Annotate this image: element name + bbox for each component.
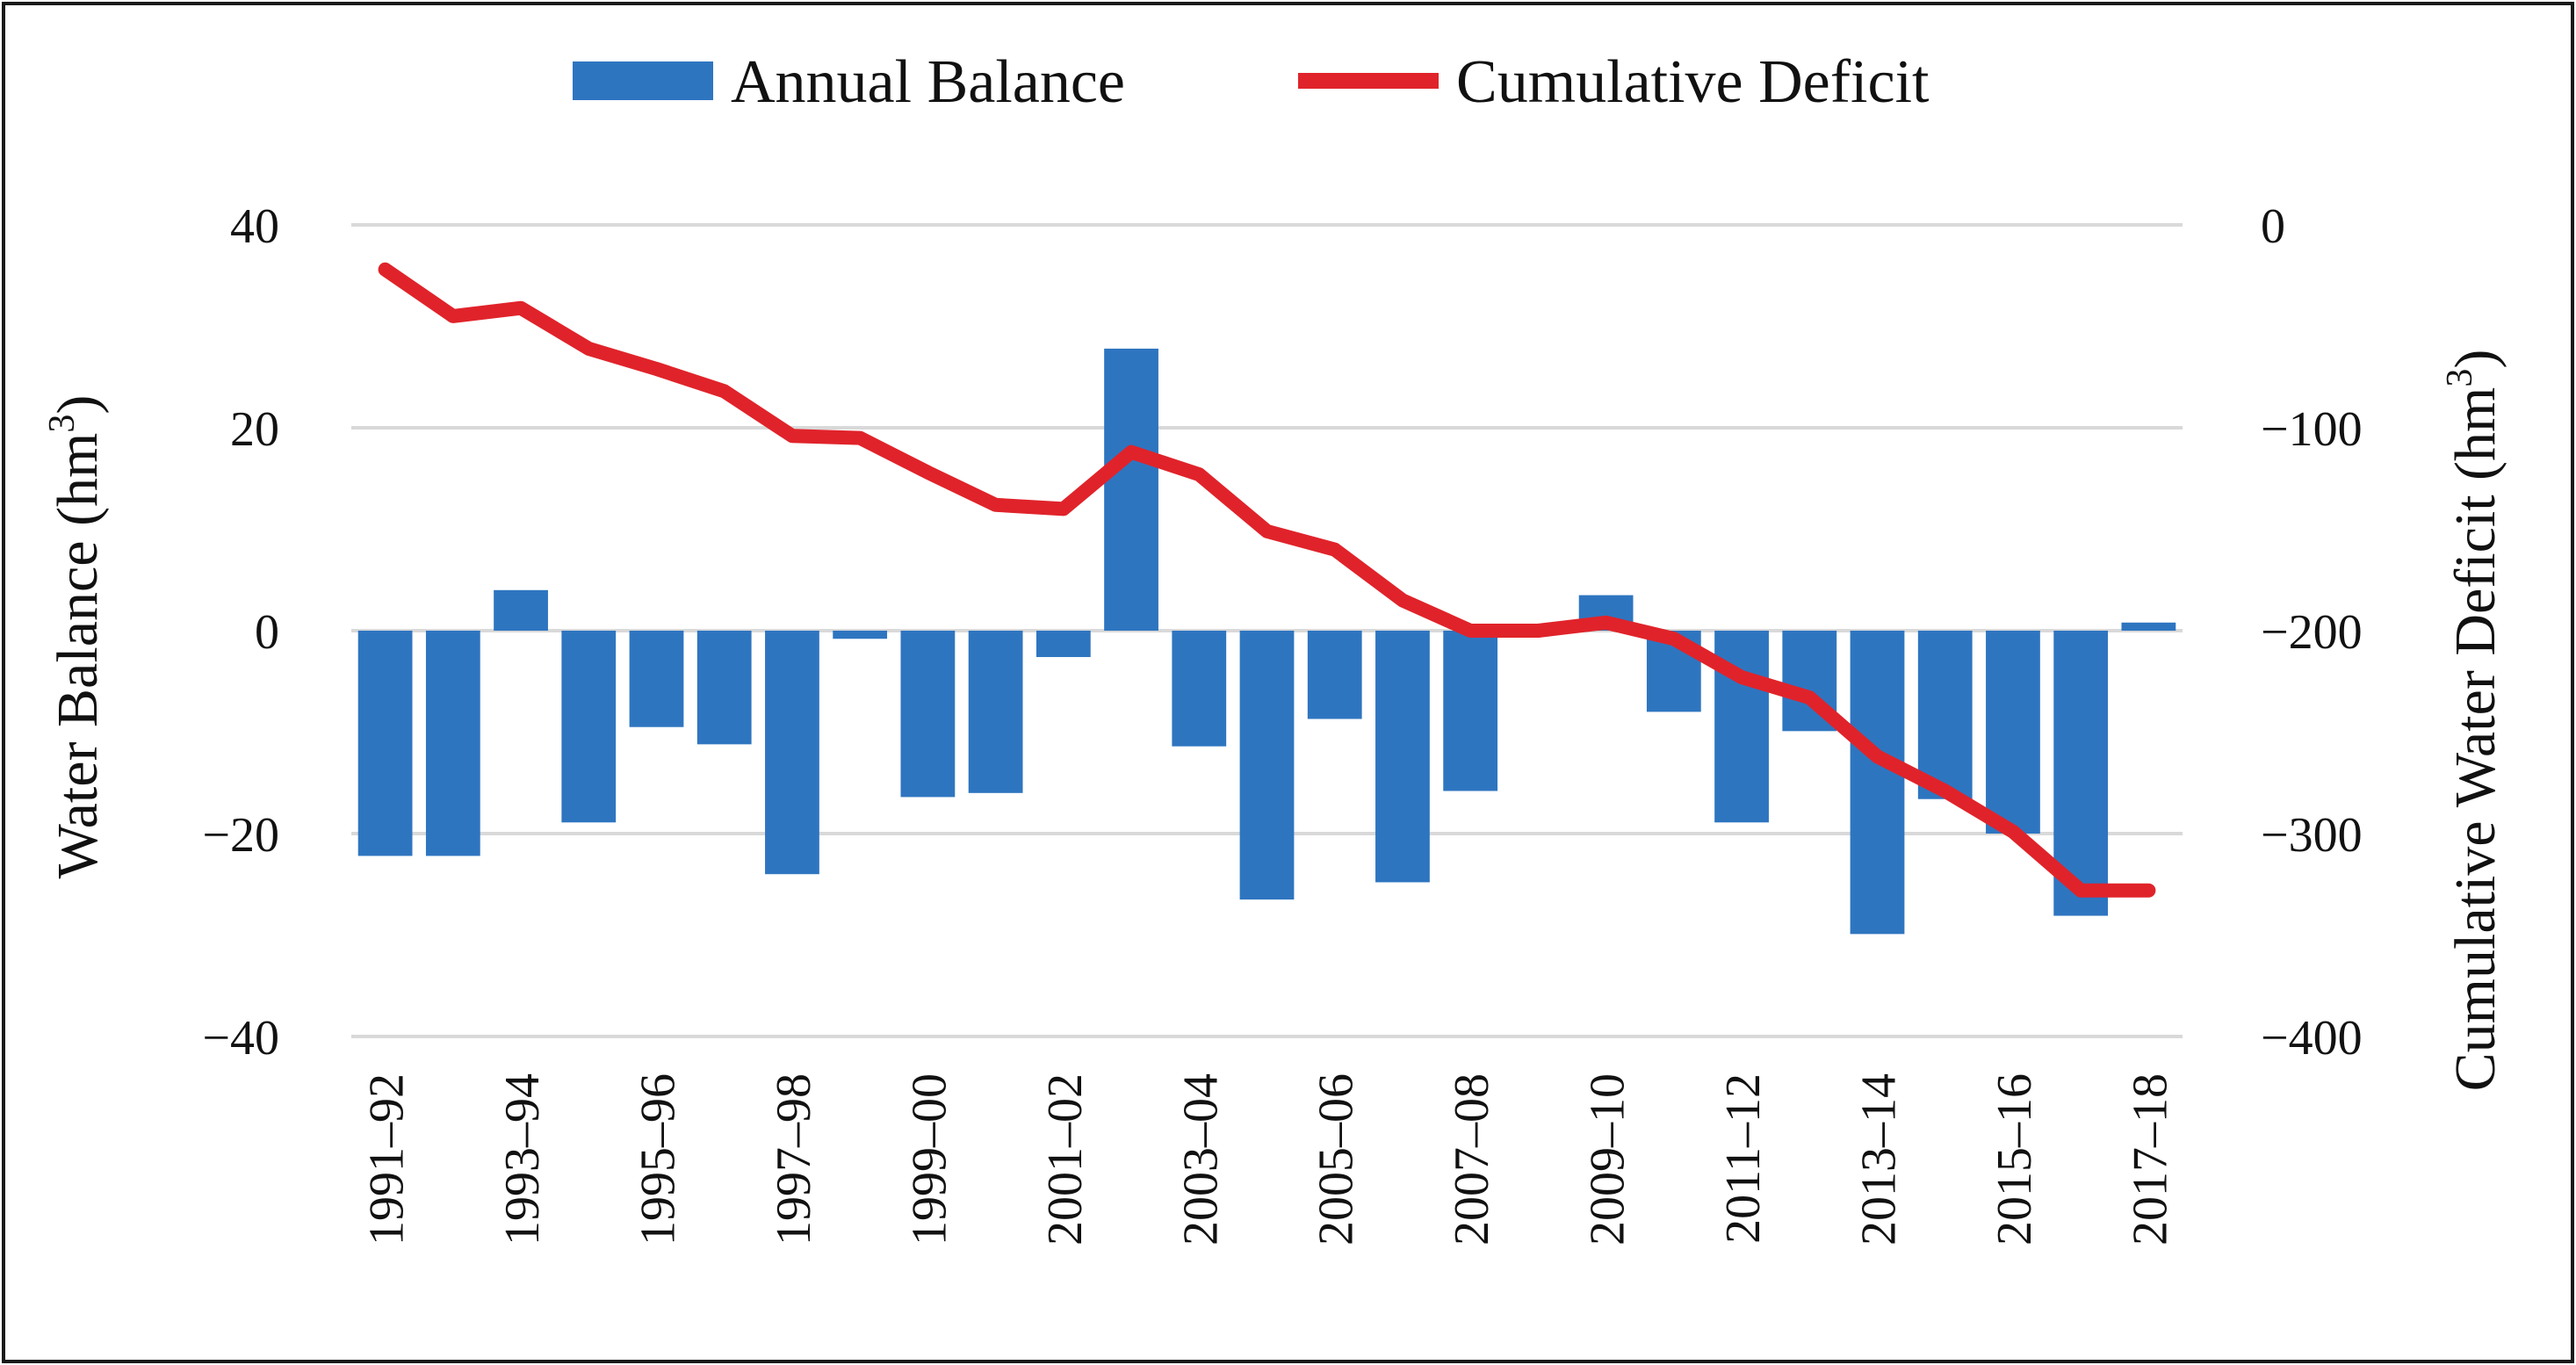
bar <box>1375 631 1430 883</box>
x-tick-label: 2009–10 <box>1581 1073 1635 1246</box>
legend-label-annual-balance: Annual Balance <box>731 48 1125 116</box>
x-tick-label: 2017–18 <box>2123 1073 2177 1246</box>
bar <box>900 631 956 798</box>
left-tick-label: 0 <box>255 605 279 660</box>
x-tick-label: 1995–96 <box>631 1073 686 1246</box>
right-tick-label: −200 <box>2261 605 2363 660</box>
bar-series-annual-balance <box>357 348 2176 935</box>
left-tick-label: 40 <box>230 199 279 254</box>
left-tick-label: −40 <box>202 1011 279 1065</box>
x-tick-label: 1997–98 <box>767 1073 821 1246</box>
x-tick-label: 2013–14 <box>1852 1073 1907 1246</box>
right-tick-label: −100 <box>2261 402 2363 457</box>
right-tick-label: −300 <box>2261 808 2363 863</box>
bar <box>1172 631 1227 747</box>
bar <box>833 631 888 639</box>
bar <box>561 631 617 823</box>
left-axis-title-superscript: 3 <box>42 415 83 433</box>
legend: Annual Balance Cumulative Deficit <box>573 48 1930 116</box>
left-tick-label: 20 <box>230 402 279 457</box>
left-axis-ticks: 40 20 0 −20 −40 <box>202 199 279 1065</box>
bar <box>1035 631 1091 658</box>
bar <box>2121 622 2176 631</box>
bar <box>1443 631 1498 791</box>
bar <box>1917 631 1973 799</box>
right-axis-title-superscript: 3 <box>2440 369 2480 387</box>
right-axis-ticks: 0 −100 −200 −300 −400 <box>2261 199 2363 1065</box>
bar <box>765 631 819 875</box>
bar <box>696 631 752 745</box>
bar <box>425 631 480 856</box>
bar <box>1307 631 1362 719</box>
legend-label-cumulative-deficit: Cumulative Deficit <box>1456 48 1930 116</box>
bar <box>1239 631 1295 900</box>
left-axis-title: Water Balance (hm3) <box>42 395 110 879</box>
bar <box>494 589 548 631</box>
x-tick-label: 2005–06 <box>1310 1073 1364 1246</box>
x-axis-ticks: 1991–92 1993–94 1995–96 1997–98 1999–00 2001–… <box>360 1073 2178 1246</box>
x-tick-label: 2001–02 <box>1038 1073 1093 1246</box>
legend-swatch-annual-balance <box>573 61 713 100</box>
bar <box>1104 348 1158 631</box>
line-series-cumulative-deficit <box>378 262 2156 898</box>
bar <box>357 631 413 856</box>
x-tick-label: 1999–00 <box>902 1073 956 1246</box>
bar <box>968 631 1023 793</box>
bar <box>1986 631 2040 834</box>
left-tick-label: −20 <box>202 808 279 863</box>
x-tick-label: 1991–92 <box>360 1073 415 1246</box>
right-tick-label: 0 <box>2261 199 2285 254</box>
x-tick-label: 2015–16 <box>1988 1073 2042 1246</box>
bar <box>629 631 684 727</box>
x-tick-label: 1993–94 <box>495 1073 550 1246</box>
right-tick-label: −400 <box>2261 1011 2363 1065</box>
bar <box>1850 631 1905 935</box>
right-axis-title: Cumulative Water Deficit (hm3) <box>2440 350 2507 1092</box>
x-tick-label: 2007–08 <box>1445 1073 1499 1246</box>
x-tick-label: 2011–12 <box>1716 1073 1771 1244</box>
x-tick-label: 2003–04 <box>1173 1073 1228 1246</box>
